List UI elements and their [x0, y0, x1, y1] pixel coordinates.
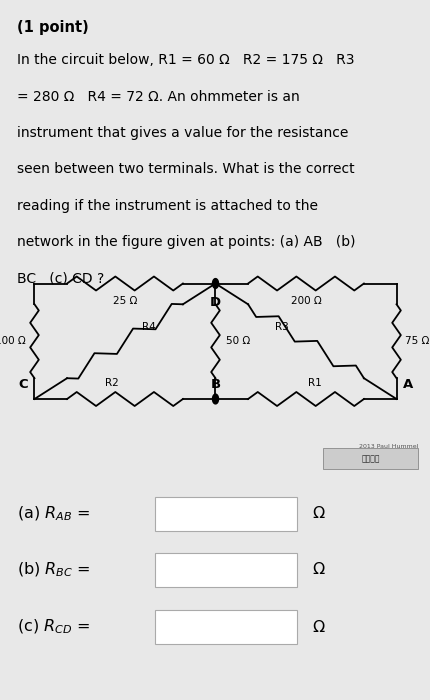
Text: Ⓒⓘⓢⓐ: Ⓒⓘⓢⓐ [361, 454, 379, 463]
Text: 50 Ω: 50 Ω [226, 336, 250, 346]
Text: B: B [210, 377, 220, 391]
Text: Ω: Ω [312, 506, 324, 522]
Text: R3: R3 [274, 322, 288, 332]
Text: = 280 Ω   R4 = 72 Ω. An ohmmeter is an: = 280 Ω R4 = 72 Ω. An ohmmeter is an [17, 90, 299, 104]
FancyBboxPatch shape [155, 553, 297, 587]
Text: reading if the instrument is attached to the: reading if the instrument is attached to… [17, 199, 317, 213]
Text: (1 point): (1 point) [17, 20, 89, 34]
Text: instrument that gives a value for the resistance: instrument that gives a value for the re… [17, 126, 348, 140]
Text: 200 Ω: 200 Ω [290, 296, 321, 306]
Text: A: A [402, 377, 412, 391]
Text: (a) $R_{AB}$ =: (a) $R_{AB}$ = [17, 505, 90, 523]
Text: D: D [209, 296, 221, 309]
Text: In the circuit below, R1 = 60 Ω   R2 = 175 Ω   R3: In the circuit below, R1 = 60 Ω R2 = 175… [17, 53, 354, 67]
FancyBboxPatch shape [322, 448, 417, 469]
Circle shape [212, 279, 218, 288]
Text: network in the figure given at points: (a) AB   (b): network in the figure given at points: (… [17, 235, 355, 249]
Text: seen between two terminals. What is the correct: seen between two terminals. What is the … [17, 162, 354, 176]
FancyBboxPatch shape [155, 497, 297, 531]
Text: (b) $R_{BC}$ =: (b) $R_{BC}$ = [17, 561, 91, 579]
Text: C: C [18, 377, 28, 391]
Text: R4: R4 [142, 322, 156, 332]
Text: (c) $R_{CD}$ =: (c) $R_{CD}$ = [17, 618, 90, 636]
Circle shape [212, 394, 218, 404]
Text: Ω: Ω [312, 562, 324, 578]
FancyBboxPatch shape [155, 610, 297, 644]
Text: R2: R2 [105, 378, 119, 388]
Text: R1: R1 [307, 378, 321, 388]
Text: 75 Ω: 75 Ω [404, 336, 429, 346]
Text: 100 Ω: 100 Ω [0, 336, 26, 346]
Text: 25 Ω: 25 Ω [113, 296, 137, 306]
Text: 2013 Paul Hummel: 2013 Paul Hummel [358, 444, 417, 449]
Text: BC   (c) CD ?: BC (c) CD ? [17, 272, 104, 286]
Text: Ω: Ω [312, 620, 324, 635]
